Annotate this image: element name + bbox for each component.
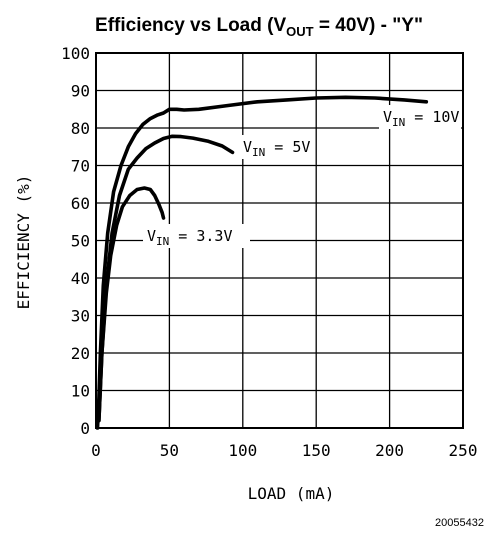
x-tick-label-50: 50 xyxy=(160,441,179,460)
y-tick-label-90: 90 xyxy=(71,82,90,101)
chart-title-part-1: Efficiency vs Load (V xyxy=(95,15,286,36)
series-label-bg-1 xyxy=(379,105,461,129)
y-tick-label-10: 10 xyxy=(71,382,90,401)
y-tick-label-100: 100 xyxy=(61,44,90,63)
series-label-bg-2 xyxy=(239,135,303,159)
y-tick-label-50: 50 xyxy=(71,232,90,251)
chart-title-subscript: OUT xyxy=(286,24,314,39)
y-tick-label-20: 20 xyxy=(71,344,90,363)
y-tick-labels: 0 10 20 30 40 50 60 70 80 90 100 xyxy=(61,44,90,438)
y-tick-label-70: 70 xyxy=(71,157,90,176)
series-label-main: V xyxy=(383,108,392,126)
series-line-3 xyxy=(97,186,166,423)
series-label-1: VIN = 10V xyxy=(383,108,459,129)
chart-title: Efficiency vs Load (VOUT = 40V) - "Y" xyxy=(95,15,423,39)
series-label-tail: = 3.3V xyxy=(169,227,232,245)
series-label-3: VIN = 3.3V xyxy=(147,227,233,248)
series-line-1 xyxy=(95,95,429,430)
plot-frame xyxy=(95,52,464,429)
y-tick-label-60: 60 xyxy=(71,194,90,213)
y-tick-label-0: 0 xyxy=(80,419,90,438)
x-tick-label-200: 200 xyxy=(375,441,404,460)
x-tick-label-100: 100 xyxy=(228,441,257,460)
series-curves xyxy=(95,95,429,430)
series-label-subscript: IN xyxy=(156,235,169,248)
series-label-tail: = 5V xyxy=(265,138,310,156)
series-label-tail: = 10V xyxy=(405,108,459,126)
series-label-subscript: IN xyxy=(392,116,405,129)
y-tick-label-80: 80 xyxy=(71,119,90,138)
y-tick-label-30: 30 xyxy=(71,307,90,326)
x-tick-label-0: 0 xyxy=(91,441,101,460)
series-label-2: VIN = 5V xyxy=(243,138,310,159)
x-tick-label-150: 150 xyxy=(302,441,331,460)
series-label-main: V xyxy=(147,227,156,245)
y-axis-label: EFFICIENCY (%) xyxy=(14,175,33,310)
series-label-main: V xyxy=(243,138,252,156)
x-axis-label: LOAD (mA) xyxy=(248,484,335,503)
series-label-subscript: IN xyxy=(252,146,265,159)
chart-title-part-2: = 40V) - "Y" xyxy=(314,15,423,36)
figure-id: 20055432 xyxy=(435,517,484,529)
series-label-bg-3 xyxy=(143,224,250,248)
x-tick-labels: 0 50 100 150 200 250 xyxy=(91,441,477,460)
x-tick-label-250: 250 xyxy=(449,441,478,460)
y-tick-label-40: 40 xyxy=(71,269,90,288)
